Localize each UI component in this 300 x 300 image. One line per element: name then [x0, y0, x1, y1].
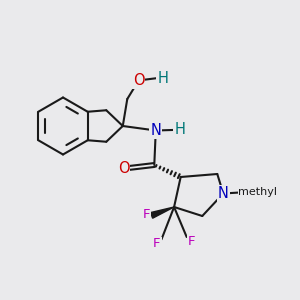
Text: methyl: methyl [238, 187, 277, 197]
Polygon shape [151, 207, 174, 218]
Text: N: N [218, 186, 229, 201]
Text: H: H [157, 70, 168, 86]
Text: F: F [142, 208, 150, 221]
Text: O: O [133, 73, 145, 88]
Text: F: F [153, 237, 161, 250]
Text: F: F [188, 235, 195, 248]
Text: H: H [174, 122, 185, 137]
Text: N: N [150, 123, 161, 138]
Text: O: O [118, 160, 130, 175]
